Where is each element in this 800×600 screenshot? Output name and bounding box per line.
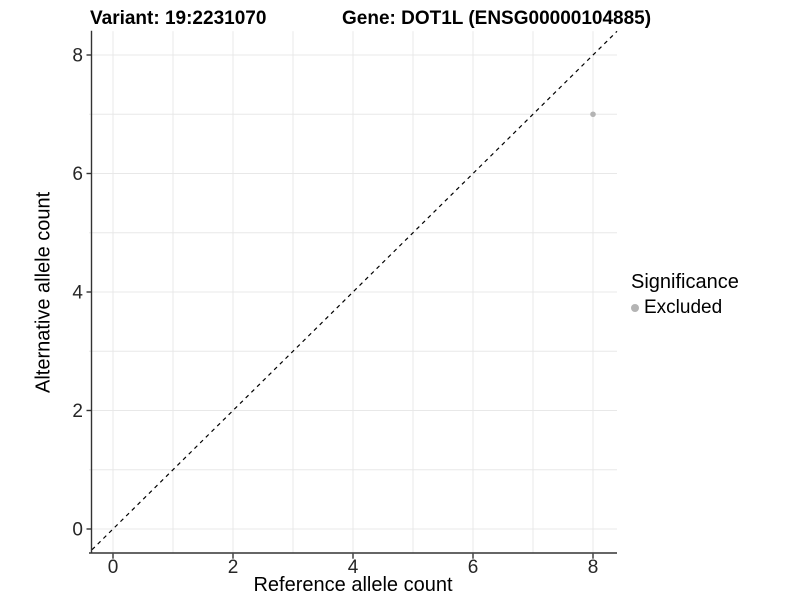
data-point	[590, 111, 596, 118]
x-tick-label: 8	[588, 557, 599, 578]
y-tick-label: 2	[72, 401, 83, 422]
y-tick-label: 4	[72, 283, 83, 304]
x-tick-label: 2	[228, 557, 239, 578]
y-tick-label: 8	[72, 46, 83, 67]
legend-key-dot-icon	[631, 304, 639, 312]
gene-title: Gene: DOT1L (ENSG00000104885)	[342, 8, 652, 29]
legend-item-label: Excluded	[644, 297, 723, 318]
y-axis-title: Alternative allele count	[32, 191, 55, 393]
x-axis-title: Reference allele count	[253, 574, 453, 596]
x-tick-label: 0	[108, 557, 119, 578]
legend-item-excluded: Excluded	[631, 297, 739, 319]
y-tick-label: 0	[72, 520, 83, 541]
x-tick-label: 6	[468, 557, 479, 578]
legend-title: Significance	[631, 271, 739, 293]
legend: Significance Excluded	[631, 271, 739, 319]
variant-title: Variant: 19:2231070	[90, 8, 267, 29]
x-tick-label: 4	[348, 557, 359, 578]
identity-line	[91, 30, 618, 551]
y-tick-label: 6	[72, 164, 83, 185]
